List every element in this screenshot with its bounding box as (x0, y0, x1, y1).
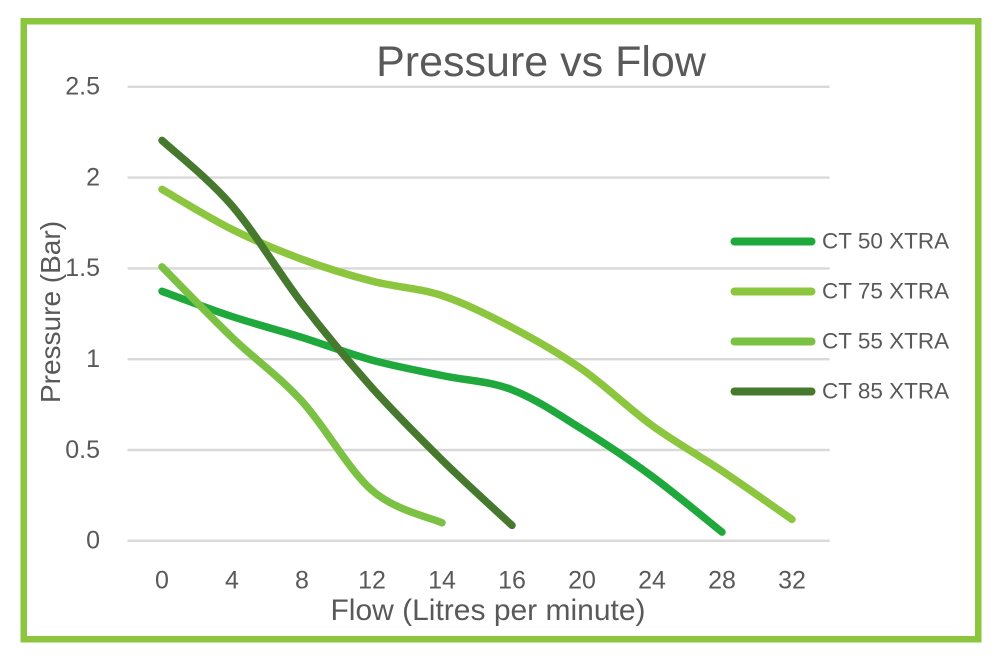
svg-text:16: 16 (498, 567, 526, 595)
svg-text:Pressure (Bar): Pressure (Bar) (35, 221, 66, 403)
svg-text:14: 14 (428, 567, 456, 595)
svg-text:4: 4 (225, 567, 239, 595)
svg-text:CT 85 XTRA: CT 85 XTRA (822, 379, 949, 404)
svg-text:32: 32 (778, 567, 806, 595)
svg-text:28: 28 (708, 567, 736, 595)
svg-text:Pressure vs Flow: Pressure vs Flow (376, 38, 707, 86)
svg-text:20: 20 (568, 567, 596, 595)
svg-text:0: 0 (86, 527, 100, 555)
svg-text:0: 0 (155, 567, 169, 595)
svg-text:8: 8 (295, 567, 309, 595)
svg-text:1: 1 (86, 345, 100, 373)
svg-text:0.5: 0.5 (65, 436, 100, 464)
svg-text:1.5: 1.5 (65, 254, 100, 282)
svg-text:12: 12 (358, 567, 386, 595)
svg-text:2.5: 2.5 (65, 73, 100, 101)
svg-text:2: 2 (86, 163, 100, 191)
svg-text:CT 55 XTRA: CT 55 XTRA (822, 329, 949, 354)
svg-text:CT 75 XTRA: CT 75 XTRA (822, 279, 949, 304)
svg-text:Flow (Litres per minute): Flow (Litres per minute) (330, 594, 645, 627)
svg-text:CT 50 XTRA: CT 50 XTRA (822, 229, 949, 254)
svg-text:24: 24 (638, 567, 666, 595)
